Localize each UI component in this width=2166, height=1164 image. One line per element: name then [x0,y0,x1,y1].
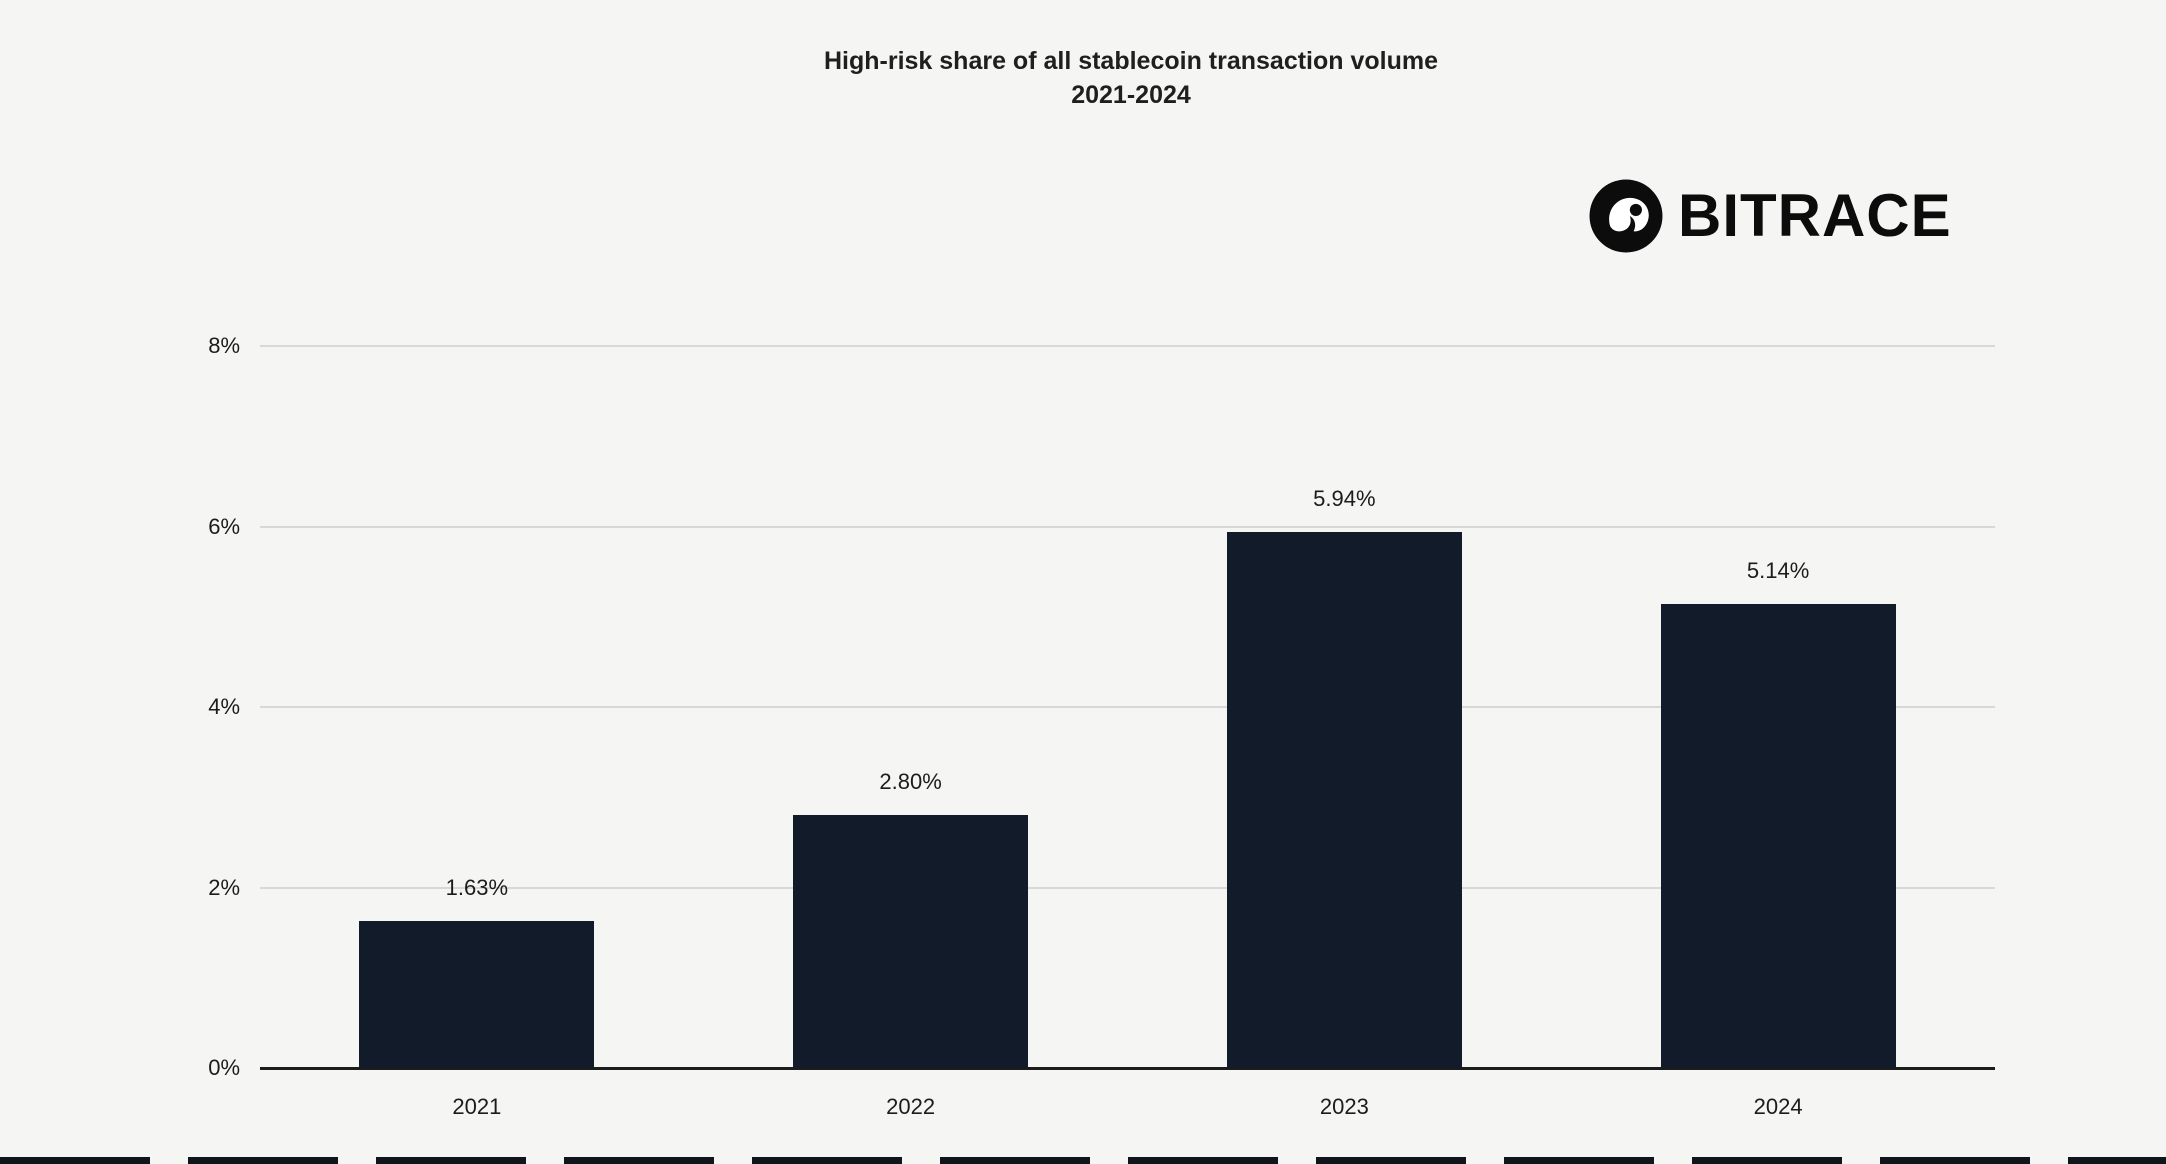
y-axis-tick-label: 8% [208,333,240,358]
bar-value-label: 5.14% [1746,558,1810,584]
y-axis-tick-label: 4% [208,694,240,719]
bar-value-label: 2.80% [879,769,942,795]
gridline [260,525,1995,528]
bar-value-label: 1.63% [445,874,509,900]
gridline [260,706,1995,708]
bar-2022 [793,815,1029,1068]
bar-2023 [1226,531,1462,1068]
brand-logo: BITRACE [1588,178,1952,254]
chart-title-line2: 2021-2024 [1071,81,1191,109]
y-axis-tick-label: 6% [208,513,240,539]
bitrace-logo-icon [1589,179,1663,253]
x-axis-tick-label: 2021 [452,1094,502,1119]
bottom-edge-strip [0,1157,2166,1164]
bar-2024 [1660,604,1896,1068]
y-axis-tick-label: 0% [208,1055,240,1080]
chart-title: High-risk share of all stablecoin transa… [824,44,1438,112]
bar-2021 [359,920,595,1068]
gridline [260,886,1995,889]
y-axis-tick-label: 2% [208,874,240,900]
x-axis-tick-label: 2023 [1319,1094,1369,1119]
x-axis-tick-label: 2024 [1753,1094,1803,1119]
x-axis-tick-label: 2022 [886,1094,936,1119]
brand-name: BITRACE [1678,182,1952,249]
bar-value-label: 5.94% [1313,485,1376,511]
chart-title-line1: High-risk share of all stablecoin transa… [823,47,1439,75]
gridline [260,345,1995,347]
x-axis-line [260,1067,1995,1070]
